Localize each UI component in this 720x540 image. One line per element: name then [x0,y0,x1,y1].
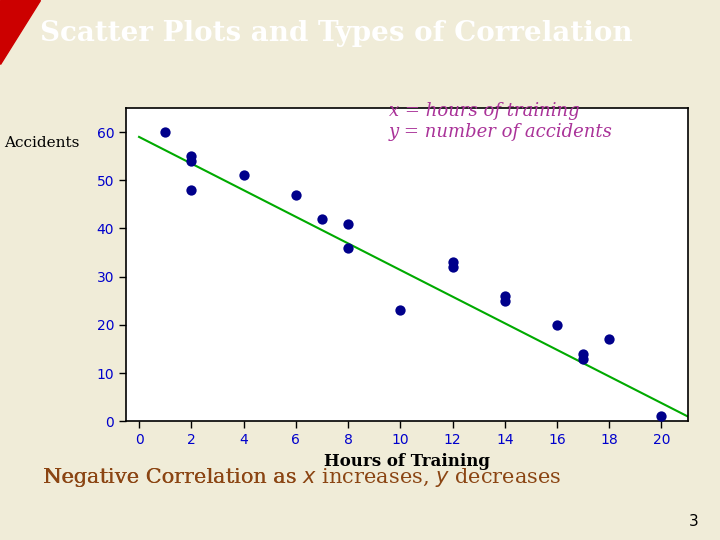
Point [238,171,249,180]
Point [342,244,354,252]
Text: Accidents: Accidents [4,136,79,150]
Point [446,262,458,271]
Point [159,128,171,137]
Point [186,152,197,160]
Point [499,292,510,300]
Point [552,321,563,329]
Point [186,186,197,194]
Text: 3: 3 [688,514,698,529]
Text: x = hours of training: x = hours of training [389,102,580,120]
Point [342,219,354,228]
Polygon shape [0,0,40,64]
Point [446,258,458,267]
X-axis label: Hours of Training: Hours of Training [324,453,490,470]
Point [290,191,302,199]
Point [186,157,197,165]
Point [577,354,589,363]
Text: Negative Correlation as: Negative Correlation as [43,468,303,488]
Point [577,349,589,358]
Point [603,335,615,343]
Point [316,214,328,223]
Point [499,296,510,305]
Text: Scatter Plots and Types of Correlation: Scatter Plots and Types of Correlation [40,20,632,47]
Text: y = number of accidents: y = number of accidents [389,123,613,141]
Text: Negative Correlation as $\it{x}$ increases, $\it{y}$ decreases: Negative Correlation as $\it{x}$ increas… [43,467,562,489]
Point [656,412,667,421]
Point [395,306,406,315]
